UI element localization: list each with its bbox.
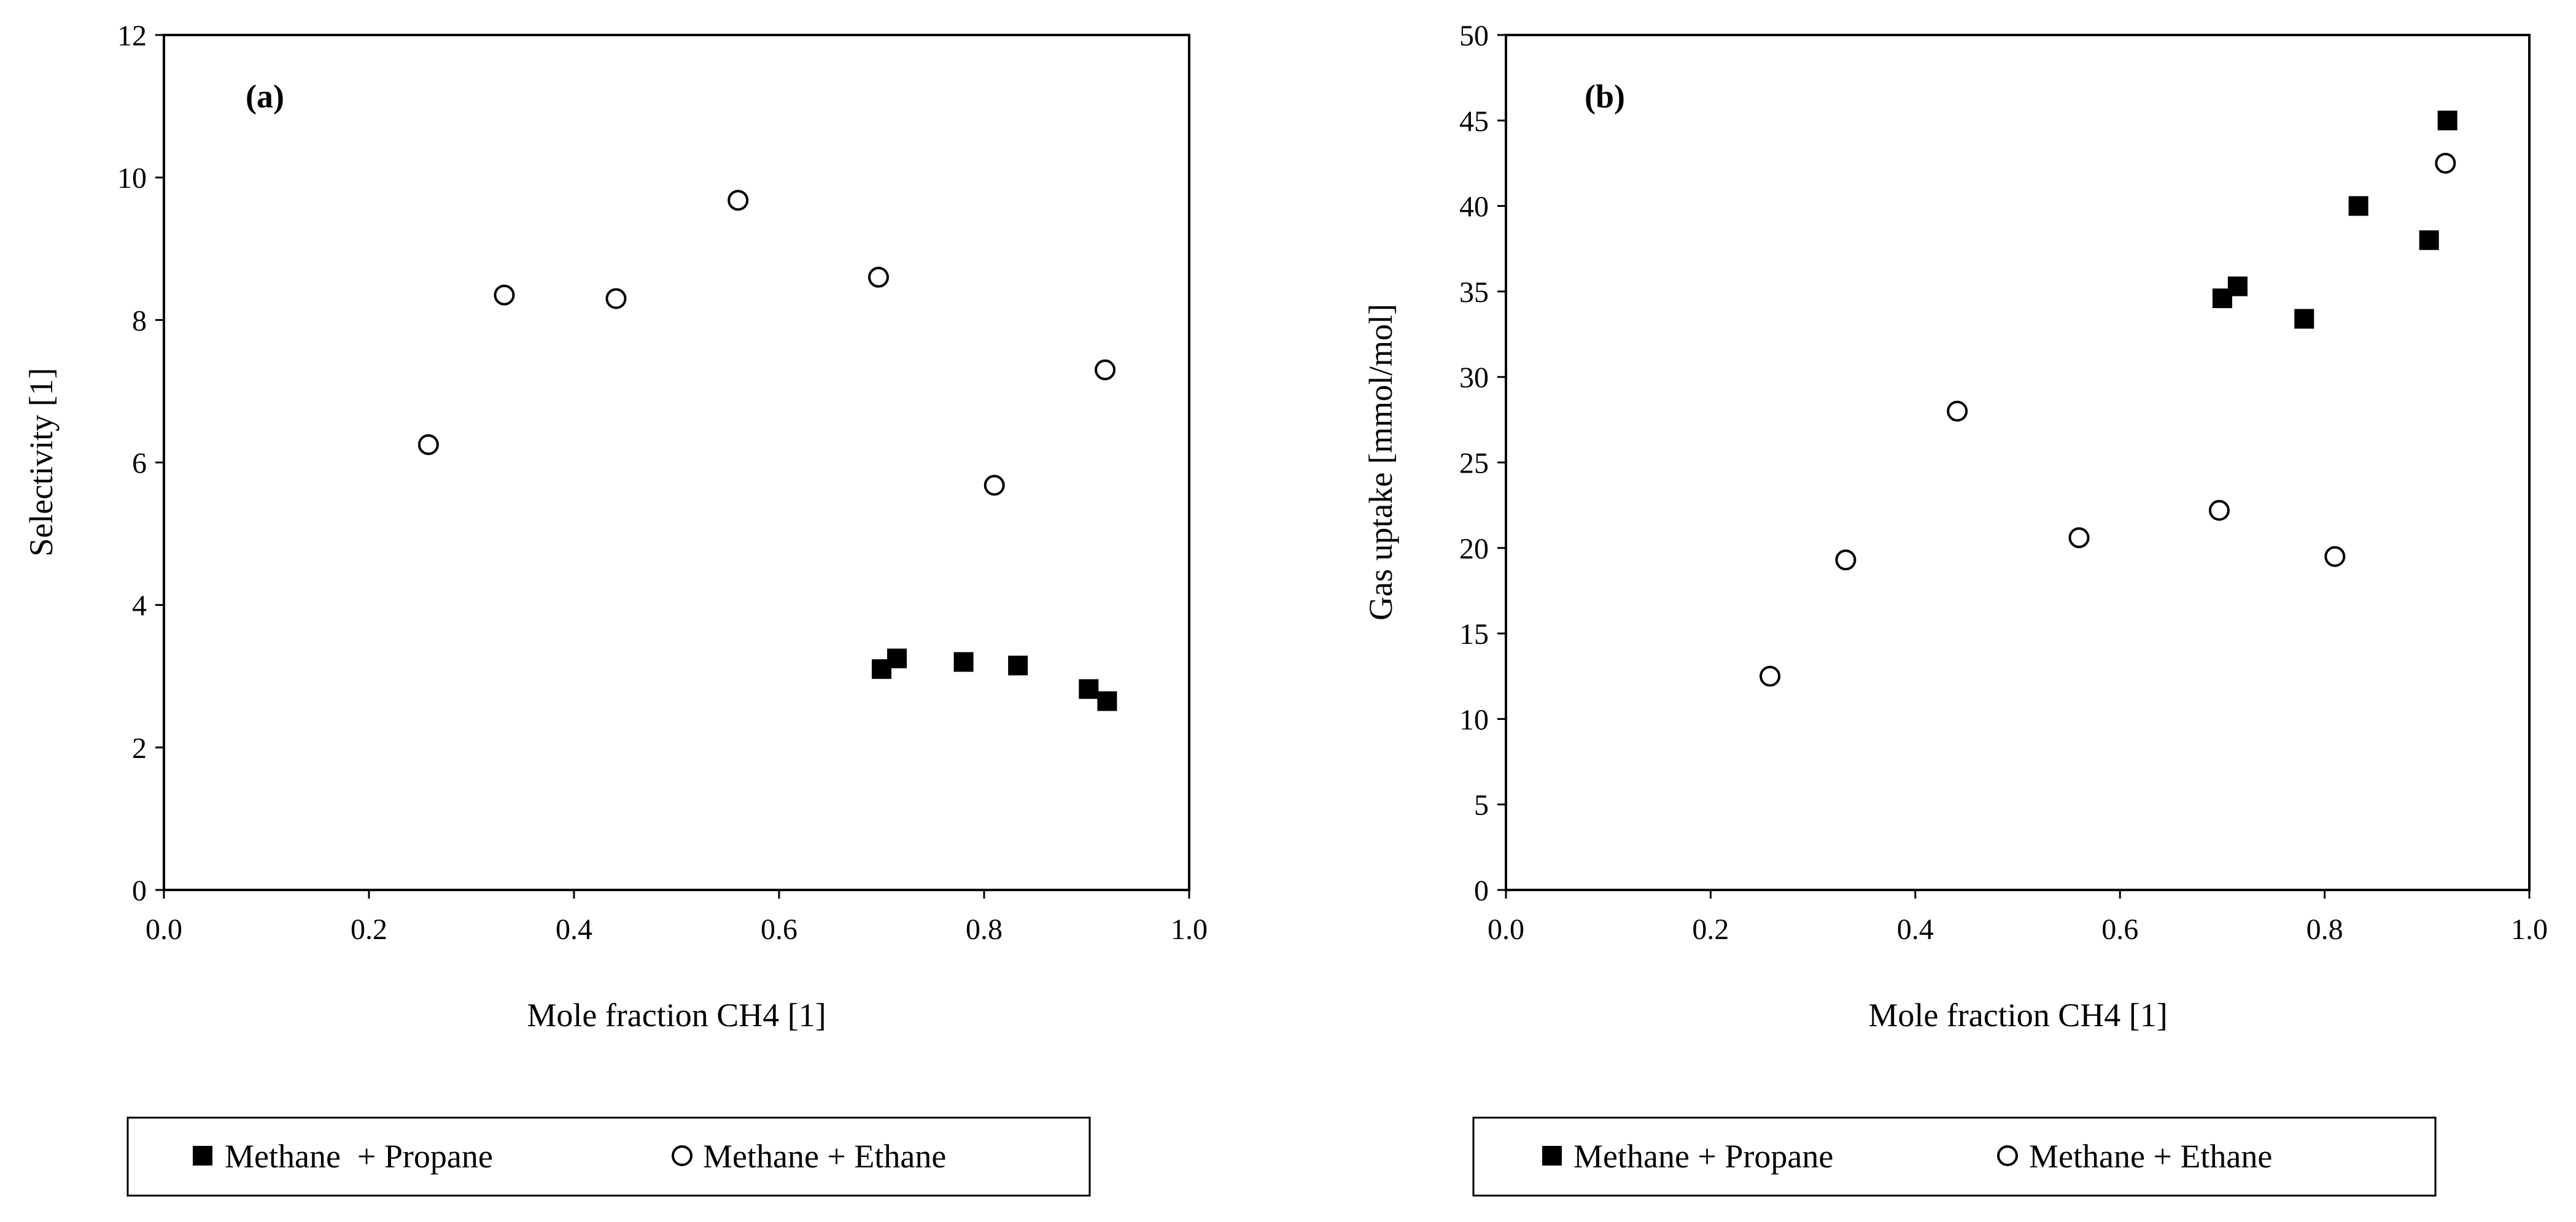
legend-marker-ethane-a xyxy=(672,1145,692,1166)
x-tick-label: 1.0 xyxy=(1171,913,1208,946)
x-tick-label: 0.8 xyxy=(966,913,1003,946)
y-tick-label: 0 xyxy=(132,875,147,907)
data-point-ethane xyxy=(417,434,439,455)
y-tick-label: 5 xyxy=(1474,789,1489,822)
data-marks-b xyxy=(1759,110,2458,687)
y-tick-label: 50 xyxy=(1459,20,1489,52)
data-point-ethane xyxy=(2435,152,2456,174)
y-tick-label: 35 xyxy=(1459,276,1489,309)
legend-frame-a xyxy=(126,1116,1091,1197)
x-tick-label: 0.2 xyxy=(351,913,387,946)
data-point-ethane xyxy=(2324,546,2346,567)
y-tick-label: 12 xyxy=(117,20,147,52)
data-point-ethane xyxy=(494,284,515,306)
data-point-propane xyxy=(2227,276,2248,296)
data-point-propane xyxy=(1079,679,1099,699)
panel-label-a: (a) xyxy=(246,78,284,115)
data-point-ethane xyxy=(867,266,889,288)
x-tick-label: 0.4 xyxy=(1897,913,1934,946)
chart-panel-b: 0.0 0.2 0.4 0.6 0.8 1.0 05101520253035404550 … xyxy=(1362,20,2548,1197)
y-axis-label-b: Gas uptake [mmol/mol] xyxy=(1362,304,1399,621)
data-point-ethane xyxy=(983,474,1005,496)
x-tick-label: 0.8 xyxy=(2306,913,2343,946)
x-axis-label-a: Mole fraction CH4 [1] xyxy=(527,997,826,1034)
x-tick-label: 1.0 xyxy=(2511,913,2548,946)
data-point-propane xyxy=(2348,196,2368,216)
y-tick-label: 2 xyxy=(132,732,147,765)
plot-area-frame-a xyxy=(163,34,1190,891)
x-tick-label: 0.2 xyxy=(1692,913,1729,946)
data-point-propane xyxy=(1008,655,1028,676)
legend-b: Methane + Propane Methane + Ethane xyxy=(1472,1116,2437,1197)
x-tick-label: 0.0 xyxy=(1488,913,1524,946)
x-tick-labels-b: 0.0 0.2 0.4 0.6 0.8 1.0 xyxy=(1488,890,2548,946)
legend-marker-propane-b xyxy=(1542,1146,1562,1166)
legend-label-propane-a: Methane + Propane xyxy=(225,1138,493,1175)
x-tick-labels-a: 0.0 0.2 0.4 0.6 0.8 1.0 xyxy=(145,890,1208,946)
y-tick-labels-a: 0 2 4 6 8 10 12 xyxy=(117,20,164,907)
legend-label-ethane-a: Methane + Ethane xyxy=(703,1138,946,1175)
x-tick-label: 0.6 xyxy=(761,913,797,946)
x-axis-label-b: Mole fraction CH4 [1] xyxy=(1868,997,2167,1034)
data-point-ethane xyxy=(1947,400,1968,422)
x-tick-label: 0.6 xyxy=(2101,913,2138,946)
legend-marker-propane-a xyxy=(193,1146,212,1166)
y-tick-labels-b: 0 5 10 15 20 25 30 35 40 45 50 xyxy=(1459,20,1506,907)
data-point-ethane xyxy=(727,190,749,211)
y-tick-label: 40 xyxy=(1459,191,1489,223)
y-tick-label: 10 xyxy=(1459,703,1489,736)
data-point-propane xyxy=(2419,230,2439,250)
chart-panel-a: 0.0 0.2 0.4 0.6 0.8 1.0 0 2 4 6 8 10 12 (a) Mole fr… xyxy=(23,20,1208,1197)
y-tick-label: 6 xyxy=(132,447,147,480)
data-point-propane xyxy=(953,652,974,672)
data-point-propane xyxy=(2294,309,2314,329)
x-tick-label: 0.0 xyxy=(145,913,182,946)
y-tick-label: 45 xyxy=(1459,105,1489,137)
data-marks-a xyxy=(417,190,1117,711)
data-point-propane xyxy=(1097,691,1117,711)
data-point-ethane xyxy=(605,288,627,309)
y-axis-label-a: Selectivity [1] xyxy=(23,368,60,556)
panel-label-b: (b) xyxy=(1585,78,1625,115)
y-tick-label: 25 xyxy=(1459,447,1489,480)
data-point-ethane xyxy=(1759,665,1781,687)
legend-a: Methane + Propane Methane + Ethane xyxy=(126,1116,1091,1197)
data-point-propane xyxy=(2437,110,2458,131)
y-tick-label: 20 xyxy=(1459,533,1489,565)
y-tick-label: 10 xyxy=(117,162,147,195)
y-tick-label: 0 xyxy=(1474,875,1489,907)
data-point-ethane xyxy=(2208,500,2230,521)
y-tick-label: 15 xyxy=(1459,618,1489,651)
legend-label-propane-b: Methane + Propane xyxy=(1573,1138,1833,1175)
data-point-propane xyxy=(887,648,907,668)
y-tick-label: 4 xyxy=(132,590,147,622)
plot-area-frame-b xyxy=(1505,34,2531,891)
legend-marker-ethane-b xyxy=(1997,1145,2018,1166)
data-point-ethane xyxy=(1095,359,1116,381)
legend-label-ethane-b: Methane + Ethane xyxy=(2029,1138,2272,1175)
legend-frame-b xyxy=(1472,1116,2437,1197)
data-point-ethane xyxy=(2068,527,2090,549)
y-tick-label: 8 xyxy=(132,304,147,337)
data-point-ethane xyxy=(1835,549,1856,571)
x-tick-label: 0.4 xyxy=(556,913,592,946)
y-tick-label: 30 xyxy=(1459,362,1489,394)
